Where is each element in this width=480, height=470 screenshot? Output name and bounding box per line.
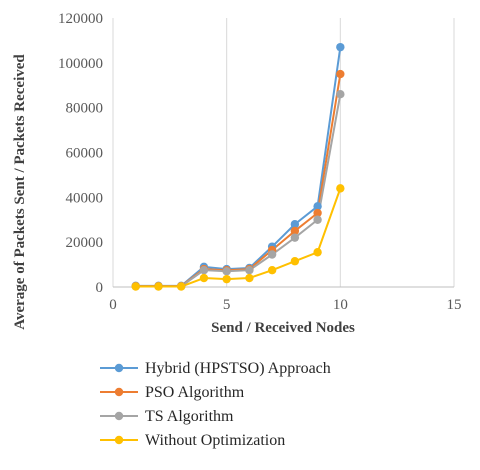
y-tick-label: 80000 <box>66 101 104 117</box>
legend-label: TS Algorithm <box>145 408 234 425</box>
data-point <box>290 220 300 229</box>
x-tick-label: 0 <box>109 297 117 313</box>
legend-label: Hybrid (HPSTSO) Approach <box>145 360 331 377</box>
data-point <box>245 265 254 275</box>
axis-layer: 0 5 10 15 0 20000 40000 60000 80000 100000 120000 <box>58 11 462 313</box>
data-point <box>222 267 231 276</box>
data-point <box>336 90 345 99</box>
y-tick-label: 100000 <box>58 56 103 72</box>
data-point <box>267 265 277 275</box>
legend-marker <box>114 387 124 397</box>
data-point <box>313 248 322 257</box>
data-point <box>267 250 277 259</box>
legend-label: PSO Algorithm <box>145 384 245 401</box>
x-tick-label: 5 <box>223 297 231 313</box>
y-tick-label: 0 <box>96 280 104 296</box>
data-point <box>222 274 231 284</box>
legend-marker <box>114 363 124 373</box>
data-point <box>313 208 322 218</box>
series-line <box>135 73 342 288</box>
x-tick-label: 15 <box>447 297 462 313</box>
legend: Hybrid (HPSTSO) Approach PSO Algorithm TS … <box>100 360 331 449</box>
data-point <box>336 42 345 52</box>
legend-marker <box>114 411 124 421</box>
series-line <box>135 47 342 287</box>
x-axis-title: Send / Received Nodes <box>211 320 355 336</box>
y-tick-label: 120000 <box>58 11 103 27</box>
x-tick-label: 10 <box>333 297 348 313</box>
data-point <box>336 184 345 193</box>
legend-label: Without Optimization <box>145 432 285 449</box>
y-tick-label: 60000 <box>66 146 104 162</box>
y-tick-label: 20000 <box>66 235 104 251</box>
y-tick-label: 40000 <box>66 190 104 206</box>
data-point <box>290 226 300 236</box>
legend-marker <box>114 435 124 445</box>
data-point <box>290 233 300 242</box>
data-point <box>199 265 209 275</box>
data-point <box>336 69 345 79</box>
data-point <box>290 257 300 266</box>
y-axis-title: Average of Packets Sent / Packets Receiv… <box>12 54 28 330</box>
data-point <box>131 282 140 291</box>
data-point <box>313 215 322 224</box>
data-point <box>313 202 322 211</box>
data-point <box>154 282 163 291</box>
series-layer <box>131 42 345 291</box>
series-line <box>135 188 342 288</box>
data-point <box>245 273 254 283</box>
data-point <box>177 282 186 291</box>
grid-layer <box>112 18 455 287</box>
series-line <box>135 94 342 288</box>
data-point <box>199 273 209 283</box>
